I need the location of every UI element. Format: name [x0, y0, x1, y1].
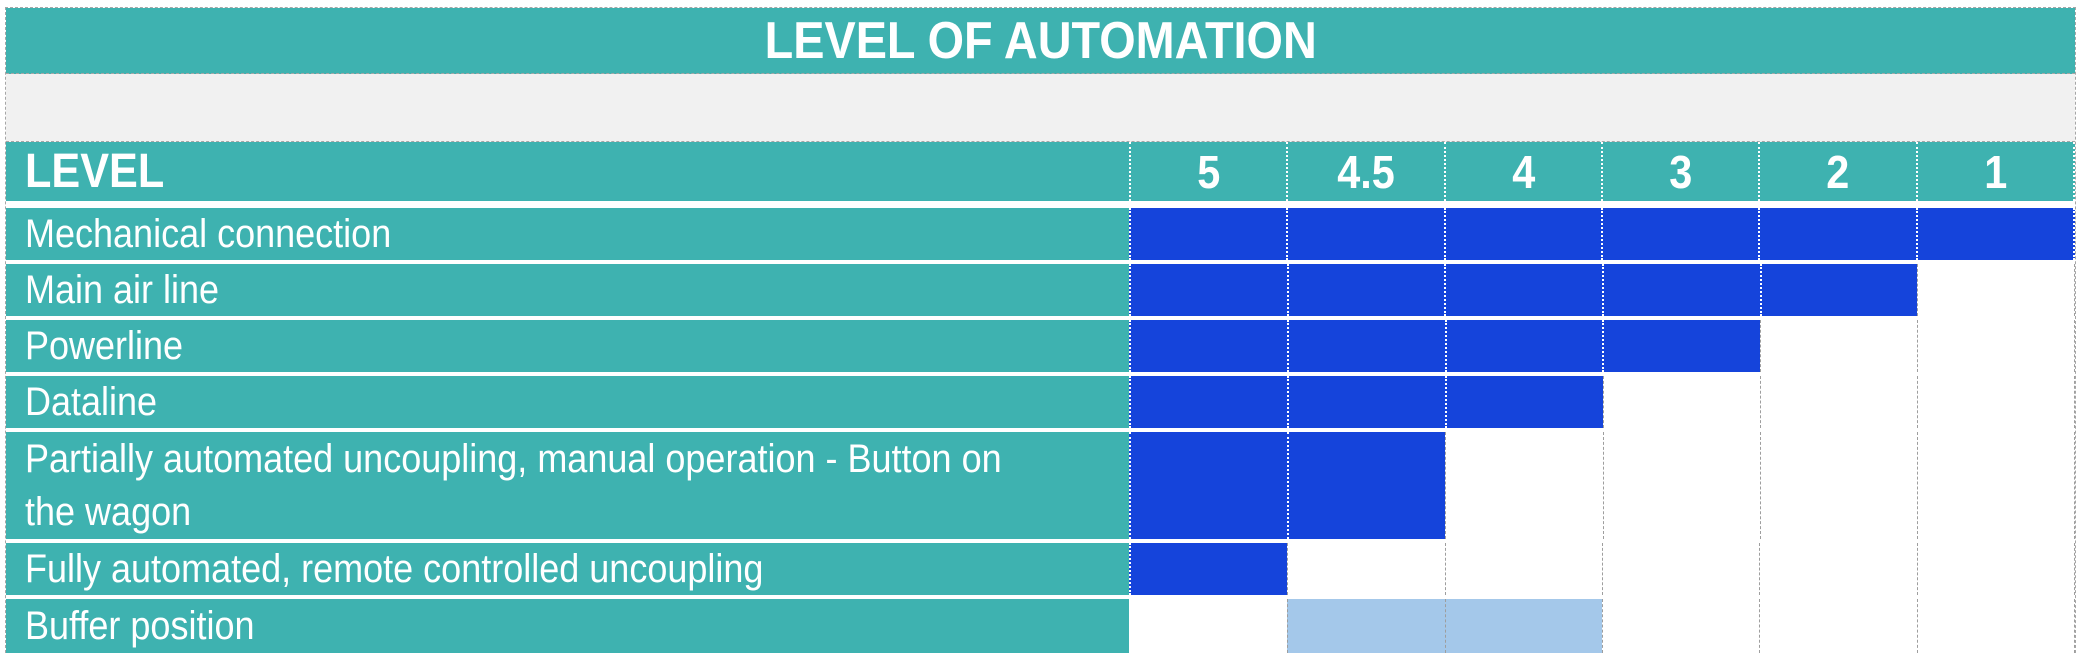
level-cell-empty: [1759, 543, 1917, 595]
level-cell-filled: [1129, 208, 1287, 260]
level-header-4: 4: [1443, 142, 1601, 201]
level-cell-empty: [1444, 543, 1602, 595]
spacer-row: [6, 74, 2075, 142]
row-label: Mechanical connection: [6, 208, 1129, 260]
row-label: Fully automated, remote controlled uncou…: [6, 543, 1129, 595]
row-label: Partially automated uncoupling, manual o…: [6, 432, 1129, 539]
level-cell-empty: [1601, 543, 1760, 595]
level-cell-empty: [1759, 599, 1917, 653]
level-header-5: 5: [1129, 142, 1286, 201]
table-row: Partially automated uncoupling, manual o…: [6, 432, 2076, 539]
level-cell-filled: [1600, 208, 1759, 260]
level-cell-filled: [1445, 376, 1603, 428]
level-cell-filled: [1129, 543, 1288, 595]
level-header-2: 2: [1758, 142, 1915, 201]
level-cell-filled: [1915, 208, 2075, 260]
level-column-header: LEVEL: [6, 142, 1129, 201]
row-label: Main air line: [6, 264, 1129, 316]
table-wrapper: LEVEL OF AUTOMATION LEVEL 5 4.5 4 3 2 1 Mecha…: [5, 7, 2076, 653]
row-label-text: Fully automated, remote controlled uncou…: [25, 546, 764, 591]
table-row: Mechanical connection: [6, 208, 2075, 260]
level-column-header-text: LEVEL: [25, 145, 165, 198]
level-cell-empty: [1129, 599, 1288, 653]
level-cell-filled: [1129, 264, 1287, 316]
level-header-1: 1: [1915, 142, 2075, 201]
level-cell-filled: [1602, 264, 1760, 316]
level-cell-filled: [1759, 264, 1918, 316]
level-cell-highlight: [1444, 599, 1602, 653]
row-bars: [1129, 320, 2075, 372]
row-label-text: Main air line: [25, 267, 220, 312]
level-cell-filled: [1129, 320, 1287, 372]
table-row: Main air line: [6, 264, 2076, 316]
row-bars: [1129, 376, 2075, 428]
row-label-text: Partially automated uncoupling, manual o…: [25, 436, 1002, 534]
level-cell-empty: [1916, 599, 2075, 653]
header-row: LEVEL 5 4.5 4 3 2 1: [6, 142, 2075, 201]
page-title: LEVEL OF AUTOMATION: [764, 11, 1317, 70]
level-cell-empty: [1916, 543, 2075, 595]
row-bars: [1129, 543, 2075, 595]
level-cell-filled: [1602, 320, 1761, 372]
row-label: Dataline: [6, 376, 1129, 428]
level-cell-empty: [1917, 264, 2076, 316]
row-bars: [1129, 208, 2075, 260]
row-label-text: Mechanical connection: [25, 211, 392, 256]
level-header-1-text: 1: [1983, 145, 2007, 198]
level-cell-filled: [1129, 376, 1287, 428]
level-cell-empty: [1601, 599, 1760, 653]
level-cell-empty: [1445, 432, 1603, 539]
row-bars: [1129, 264, 2076, 316]
level-cell-filled: [1758, 208, 1916, 260]
level-cell-filled: [1286, 208, 1444, 260]
level-cell-empty: [1287, 543, 1445, 595]
level-cell-empty: [1759, 432, 1917, 539]
level-header-4-text: 4: [1511, 145, 1535, 198]
row-label-text: Buffer position: [25, 603, 255, 648]
level-cell-empty: [1602, 432, 1760, 539]
row-bars: [1129, 599, 2075, 653]
row-label: Powerline: [6, 320, 1129, 372]
level-header-4.5-text: 4.5: [1337, 145, 1395, 198]
level-cell-filled: [1444, 264, 1603, 316]
level-cell-filled: [1287, 432, 1446, 539]
level-cell-empty: [1603, 376, 1760, 428]
row-label-text: Powerline: [25, 323, 184, 368]
table-row: Buffer position: [6, 599, 2075, 653]
level-cell-filled: [1287, 376, 1445, 428]
level-cell-filled: [1443, 208, 1601, 260]
level-cell-empty: [1917, 376, 2075, 428]
level-cell-filled: [1444, 320, 1603, 372]
level-header-4.5: 4.5: [1286, 142, 1443, 201]
level-header-3-text: 3: [1669, 145, 1693, 198]
row-label: Buffer position: [6, 599, 1129, 653]
level-header-3: 3: [1600, 142, 1758, 201]
table-title-bar: LEVEL OF AUTOMATION: [6, 8, 2075, 74]
level-cell-empty: [1760, 320, 1918, 372]
level-cell-empty: [1760, 376, 1917, 428]
level-cell-empty: [1916, 432, 2076, 539]
level-cell-filled: [1286, 264, 1445, 316]
row-bars: [1129, 432, 2076, 539]
table-row: Fully automated, remote controlled uncou…: [6, 543, 2075, 595]
table-row: Powerline: [6, 320, 2075, 372]
level-cell-filled: [1129, 432, 1288, 539]
level-cell-empty: [1917, 320, 2075, 372]
level-cell-highlight: [1287, 599, 1445, 653]
level-headers: 5 4.5 4 3 2 1: [1129, 142, 2075, 201]
level-cell-filled: [1286, 320, 1445, 372]
table-row: Dataline: [6, 376, 2075, 428]
table-body: Mechanical connection Main air line Powerl…: [6, 208, 2076, 653]
level-header-5-text: 5: [1197, 145, 1221, 198]
level-header-2-text: 2: [1826, 145, 1850, 198]
row-label-text: Dataline: [25, 379, 158, 424]
